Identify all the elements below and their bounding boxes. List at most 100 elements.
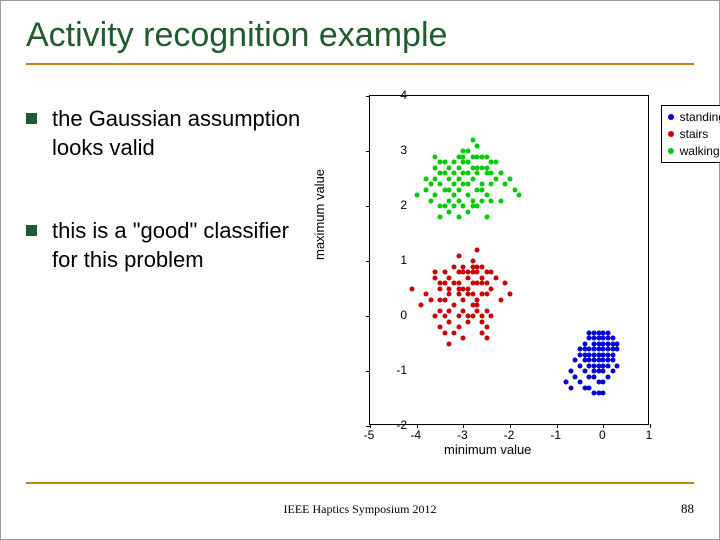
- plot-area: [369, 95, 649, 425]
- scatter-point: [503, 182, 508, 187]
- scatter-point: [447, 165, 452, 170]
- scatter-point: [610, 352, 615, 357]
- legend-label: standing: [680, 109, 720, 126]
- scatter-point: [447, 308, 452, 313]
- scatter-point: [442, 314, 447, 319]
- scatter-point: [424, 187, 429, 192]
- scatter-point: [447, 275, 452, 280]
- scatter-point: [452, 182, 457, 187]
- bullet-text: this is a "good" classifier for this pro…: [52, 217, 304, 274]
- scatter-point: [470, 154, 475, 159]
- page-number: 88: [681, 501, 694, 517]
- y-tick-label: 1: [400, 253, 407, 267]
- scatter-point: [447, 198, 452, 203]
- scatter-point: [456, 314, 461, 319]
- scatter-point: [456, 215, 461, 220]
- scatter-point: [447, 286, 452, 291]
- scatter-point: [456, 281, 461, 286]
- scatter-point: [587, 358, 592, 363]
- legend-label: stairs: [680, 126, 709, 143]
- x-tick-label: 0: [599, 428, 606, 442]
- scatter-point: [592, 374, 597, 379]
- y-tick-label: 2: [400, 198, 407, 212]
- scatter-point: [475, 297, 480, 302]
- scatter-point: [610, 336, 615, 341]
- scatter-point: [578, 363, 583, 368]
- scatter-point: [447, 319, 452, 324]
- scatter-point: [470, 314, 475, 319]
- scatter-point: [578, 352, 583, 357]
- footer-divider: [26, 482, 694, 484]
- scatter-point: [489, 182, 494, 187]
- scatter-point: [428, 182, 433, 187]
- scatter-point: [419, 303, 424, 308]
- scatter-point: [484, 308, 489, 313]
- scatter-point: [480, 292, 485, 297]
- x-axis-label: minimum value: [444, 442, 531, 457]
- scatter-point: [489, 314, 494, 319]
- scatter-point: [615, 347, 620, 352]
- scatter-point: [475, 303, 480, 308]
- scatter-point: [596, 330, 601, 335]
- scatter-point: [470, 281, 475, 286]
- scatter-point: [568, 385, 573, 390]
- scatter-point: [461, 204, 466, 209]
- scatter-point: [442, 270, 447, 275]
- scatter-point: [466, 319, 471, 324]
- square-bullet-icon: [26, 225, 37, 236]
- x-tick-label: -1: [550, 428, 561, 442]
- scatter-point: [587, 336, 592, 341]
- scatter-point: [428, 297, 433, 302]
- scatter-point: [489, 270, 494, 275]
- scatter-point: [433, 154, 438, 159]
- footer-text: IEEE Haptics Symposium 2012: [1, 502, 719, 517]
- scatter-point: [461, 308, 466, 313]
- scatter-point: [470, 176, 475, 181]
- scatter-point: [414, 193, 419, 198]
- bullet-text: the Gaussian assumption looks valid: [52, 105, 304, 162]
- legend-item-walking: walking: [668, 143, 720, 160]
- scatter-point: [582, 347, 587, 352]
- scatter-point: [442, 297, 447, 302]
- scatter-point: [447, 209, 452, 214]
- scatter-point: [484, 292, 489, 297]
- scatter-point: [438, 215, 443, 220]
- scatter-point: [466, 149, 471, 154]
- scatter-point: [456, 165, 461, 170]
- scatter-point: [447, 341, 452, 346]
- scatter-point: [484, 165, 489, 170]
- scatter-point: [480, 319, 485, 324]
- scatter-point: [461, 154, 466, 159]
- page-title: Activity recognition example: [26, 16, 694, 55]
- scatter-point: [601, 391, 606, 396]
- scatter-point: [475, 308, 480, 313]
- scatter-chart: maximum value minimum value standing sta…: [314, 90, 694, 460]
- scatter-point: [410, 286, 415, 291]
- scatter-point: [578, 347, 583, 352]
- x-tick-label: -5: [364, 428, 375, 442]
- scatter-point: [466, 286, 471, 291]
- y-tick-label: 3: [400, 143, 407, 157]
- scatter-point: [461, 264, 466, 269]
- scatter-point: [587, 363, 592, 368]
- scatter-point: [456, 187, 461, 192]
- scatter-point: [461, 297, 466, 302]
- scatter-point: [438, 308, 443, 313]
- scatter-point: [508, 292, 513, 297]
- scatter-point: [461, 149, 466, 154]
- scatter-point: [470, 138, 475, 143]
- scatter-point: [452, 160, 457, 165]
- scatter-point: [494, 160, 499, 165]
- scatter-point: [582, 369, 587, 374]
- scatter-point: [489, 171, 494, 176]
- scatter-point: [442, 204, 447, 209]
- scatter-point: [475, 204, 480, 209]
- scatter-point: [452, 171, 457, 176]
- scatter-point: [480, 275, 485, 280]
- scatter-point: [456, 325, 461, 330]
- scatter-point: [503, 281, 508, 286]
- scatter-point: [596, 336, 601, 341]
- scatter-point: [484, 281, 489, 286]
- scatter-point: [498, 198, 503, 203]
- scatter-point: [480, 330, 485, 335]
